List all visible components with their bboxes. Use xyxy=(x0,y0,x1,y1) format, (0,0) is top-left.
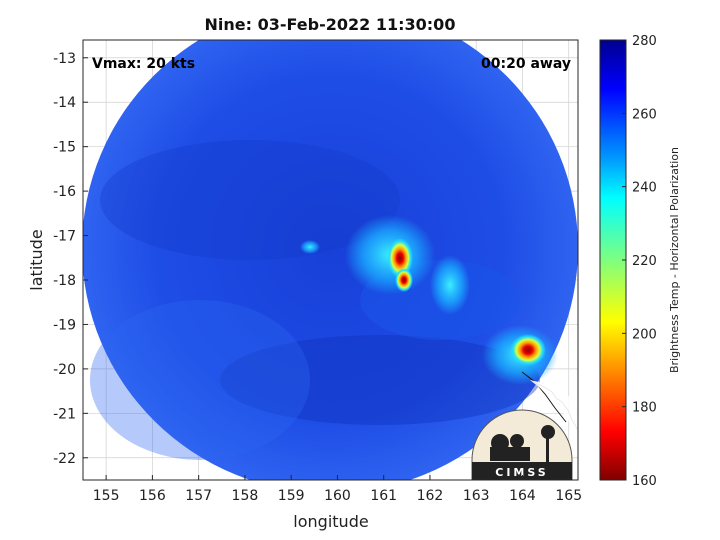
swath-band-3 xyxy=(90,300,310,460)
x-tick-label: 156 xyxy=(139,488,166,504)
axes-frame xyxy=(82,39,579,481)
logo-text: CIMSS xyxy=(495,466,548,479)
logo-tower-top xyxy=(541,425,555,439)
x-tick-label: 158 xyxy=(232,488,259,504)
cimss-logo: CIMSS xyxy=(471,409,573,480)
colorbar-label: Brightness Temp - Horizontal Polarizatio… xyxy=(668,147,681,373)
x-tick-label: 160 xyxy=(324,488,351,504)
convection-cyan-south xyxy=(430,255,470,315)
colorbar-tick-label: 200 xyxy=(632,327,657,342)
logo-text-band xyxy=(472,462,572,480)
figure-title: Nine: 03-Feb-2022 11:30:00 xyxy=(205,15,456,34)
x-tick-label: 165 xyxy=(555,488,582,504)
map-axes: CIMSS 155 156 157 158 159 160 161 162 163 164 165 … xyxy=(53,39,582,504)
y-tick-label: -22 xyxy=(53,451,76,467)
logo-building xyxy=(490,447,530,461)
colorbar-ticks: 160 180 200 220 240 260 280 xyxy=(622,34,657,489)
y-tick-label: -16 xyxy=(53,184,76,200)
y-tick-label: -21 xyxy=(53,406,76,422)
coastline-land-fill xyxy=(530,380,578,432)
y-tick-label: -18 xyxy=(53,273,76,289)
x-axis-ticks: 155 156 157 158 159 160 161 162 163 164 165 xyxy=(93,475,582,504)
colorbar-bar xyxy=(599,39,627,481)
colorbar-tick-label: 220 xyxy=(632,254,657,269)
convection-cyan-west xyxy=(300,240,320,254)
colorbar-tick-label: 260 xyxy=(632,107,657,122)
x-tick-label: 162 xyxy=(417,488,444,504)
y-tick-label: -14 xyxy=(53,95,76,111)
convection-core-2 xyxy=(395,268,413,292)
x-tick-label: 155 xyxy=(93,488,120,504)
y-tick-label: -20 xyxy=(53,362,76,378)
x-tick-label: 159 xyxy=(278,488,305,504)
colorbar: 160 180 200 220 240 260 280 Brightness Temp - … xyxy=(599,34,681,489)
y-axis-label: latitude xyxy=(27,229,46,290)
y-tick-label: -17 xyxy=(53,229,76,245)
convection-core-3 xyxy=(510,334,546,366)
y-axis-ticks: -13 -14 -15 -16 -17 -18 -19 -20 -21 -22 xyxy=(53,51,88,467)
x-tick-label: 163 xyxy=(463,488,490,504)
x-tick-label: 164 xyxy=(509,488,536,504)
colorbar-tick-label: 240 xyxy=(632,181,657,196)
y-tick-label: -13 xyxy=(53,51,76,67)
logo-tower xyxy=(546,436,549,462)
swath-band-2 xyxy=(220,335,540,425)
x-tick-label: 157 xyxy=(185,488,212,504)
logo-dish-2 xyxy=(510,434,524,448)
radiometer-swath xyxy=(83,40,578,480)
swath-layer: CIMSS xyxy=(83,40,578,480)
x-axis-label: longitude xyxy=(293,512,368,531)
colorbar-tick-label: 180 xyxy=(632,401,657,416)
colorbar-tick-label: 160 xyxy=(632,474,657,489)
colorbar-tick-label: 280 xyxy=(632,34,657,49)
convection-core-1 xyxy=(387,238,413,278)
swath-band-1 xyxy=(100,140,400,260)
x-tick-label: 161 xyxy=(370,488,397,504)
time-away-label: 00:20 away xyxy=(481,56,571,72)
vmax-label: Vmax: 20 kts xyxy=(92,56,195,72)
y-tick-label: -15 xyxy=(53,140,76,156)
y-tick-label: -19 xyxy=(53,317,76,333)
